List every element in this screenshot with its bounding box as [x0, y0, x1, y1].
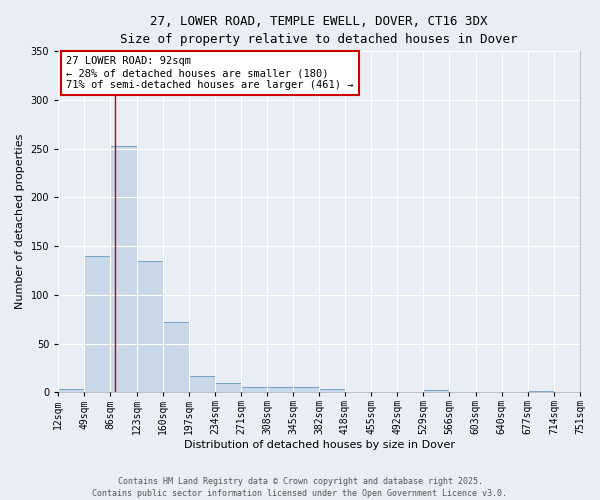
Title: 27, LOWER ROAD, TEMPLE EWELL, DOVER, CT16 3DX
Size of property relative to detac: 27, LOWER ROAD, TEMPLE EWELL, DOVER, CT1…: [121, 15, 518, 46]
Bar: [137, 261, 163, 392]
Bar: [423, 390, 449, 392]
Bar: [85, 256, 110, 392]
Bar: [267, 388, 293, 392]
Bar: [189, 376, 215, 392]
Bar: [293, 388, 319, 392]
Bar: [241, 388, 267, 392]
X-axis label: Distribution of detached houses by size in Dover: Distribution of detached houses by size …: [184, 440, 455, 450]
Text: 27 LOWER ROAD: 92sqm
← 28% of detached houses are smaller (180)
71% of semi-deta: 27 LOWER ROAD: 92sqm ← 28% of detached h…: [66, 56, 353, 90]
Bar: [319, 390, 345, 392]
Y-axis label: Number of detached properties: Number of detached properties: [15, 134, 25, 310]
Bar: [163, 322, 189, 392]
Text: Contains HM Land Registry data © Crown copyright and database right 2025.
Contai: Contains HM Land Registry data © Crown c…: [92, 476, 508, 498]
Bar: [215, 382, 241, 392]
Bar: [110, 146, 137, 392]
Bar: [58, 390, 85, 392]
